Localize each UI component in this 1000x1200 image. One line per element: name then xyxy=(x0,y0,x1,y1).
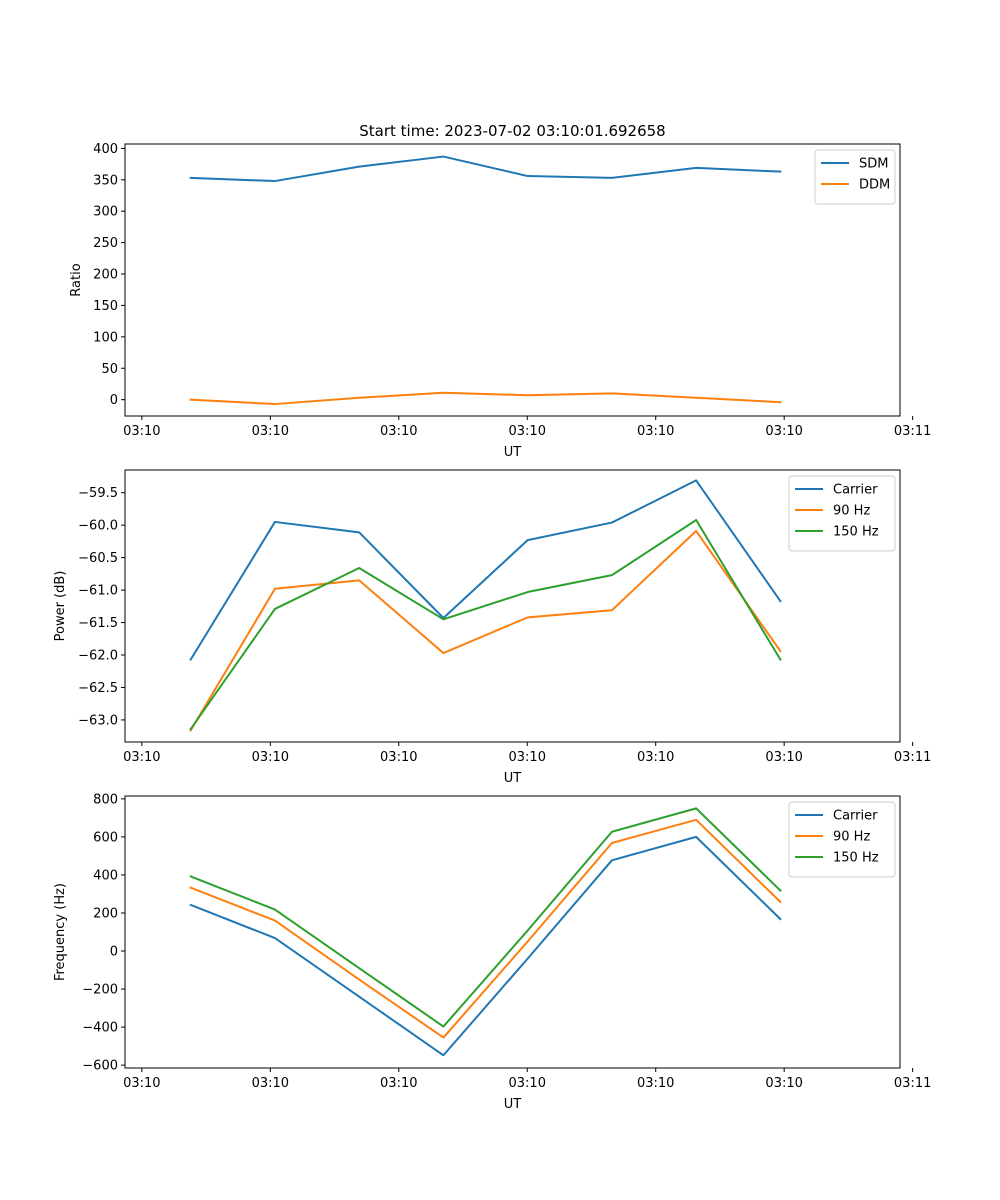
y-tick-label: 250 xyxy=(93,236,118,251)
y-tick-label: 800 xyxy=(93,792,118,807)
x-tick-label: 03:10 xyxy=(380,750,417,765)
legend: SDM DDM xyxy=(814,149,896,205)
y-tick-label: −61.0 xyxy=(78,584,118,599)
x-tick-label: 03:11 xyxy=(894,750,931,765)
x-tick-label: 03:10 xyxy=(509,750,546,765)
y-tick-label: −600 xyxy=(82,1059,118,1074)
x-tick-label: 03:10 xyxy=(380,424,417,439)
x-axis-label: UT xyxy=(504,771,522,786)
axes-frame xyxy=(124,143,901,417)
y-tick-label: −59.5 xyxy=(78,486,118,501)
x-tick-label: 03:10 xyxy=(765,1076,802,1091)
x-tick-label: 03:10 xyxy=(380,1076,417,1091)
legend-label: 90 Hz xyxy=(833,504,870,519)
y-tick-label: −62.5 xyxy=(78,681,118,696)
x-tick-label: 03:10 xyxy=(509,1076,546,1091)
x-tick-label: 03:10 xyxy=(765,750,802,765)
y-tick-label: 200 xyxy=(93,268,118,283)
legend-label: DDM xyxy=(859,178,890,193)
y-tick-label: −62.0 xyxy=(78,649,118,664)
series-line-sdm xyxy=(189,155,782,183)
y-axis-label: Ratio xyxy=(69,263,84,296)
y-tick-label: −63.0 xyxy=(78,713,118,728)
series-line-carrier xyxy=(189,479,782,661)
y-tick-label: 300 xyxy=(93,205,118,220)
chart-panel-3: 03:10 03:10 03:10 03:10 03:10 03:10 03:11 −600 −… xyxy=(53,792,931,1112)
legend: Carrier 90 Hz 150 Hz xyxy=(788,475,896,552)
y-tick-label: 0 xyxy=(110,393,118,408)
legend-label: 90 Hz xyxy=(833,830,870,845)
x-tick-label: 03:10 xyxy=(123,1076,160,1091)
y-axis-label: Power (dB) xyxy=(53,571,68,642)
x-tick-label: 03:10 xyxy=(765,424,802,439)
chart-title: Start time: 2023-07-02 03:10:01.692658 xyxy=(359,122,665,140)
legend-label: 150 Hz xyxy=(833,525,879,540)
x-tick-label: 03:11 xyxy=(894,1076,931,1091)
y-tick-label: 50 xyxy=(101,362,118,377)
x-tick-label: 03:10 xyxy=(637,750,674,765)
series-line-90-hz xyxy=(189,530,782,732)
series-line-150-hz xyxy=(189,518,782,731)
legend-label: SDM xyxy=(859,157,888,172)
x-tick-label: 03:10 xyxy=(252,1076,289,1091)
y-tick-label: 100 xyxy=(93,330,118,345)
x-tick-label: 03:10 xyxy=(637,1076,674,1091)
y-tick-label: −200 xyxy=(82,983,118,998)
legend-label: 150 Hz xyxy=(833,851,879,866)
legend-box xyxy=(788,801,896,878)
chart-panel-2: 03:10 03:10 03:10 03:10 03:10 03:10 03:11 −63.0… xyxy=(53,469,931,786)
y-tick-label: −400 xyxy=(82,1021,118,1036)
series-line-carrier xyxy=(189,835,782,1057)
y-axis-label: Frequency (Hz) xyxy=(53,883,68,981)
x-tick-label: 03:10 xyxy=(637,424,674,439)
y-tick-label: 600 xyxy=(93,830,118,845)
axes-frame xyxy=(124,795,901,1069)
y-tick-label: −60.0 xyxy=(78,519,118,534)
legend-box xyxy=(788,475,896,552)
x-tick-label: 03:10 xyxy=(509,424,546,439)
y-tick-label: 150 xyxy=(93,299,118,314)
x-tick-label: 03:10 xyxy=(123,424,160,439)
legend: Carrier 90 Hz 150 Hz xyxy=(788,801,896,878)
x-tick-label: 03:11 xyxy=(894,424,931,439)
y-tick-label: 200 xyxy=(93,906,118,921)
y-tick-label: 350 xyxy=(93,173,118,188)
x-axis-label: UT xyxy=(504,1097,522,1112)
legend-label: Carrier xyxy=(833,809,878,824)
series-line-ddm xyxy=(189,391,782,406)
series-line-90-hz xyxy=(189,818,782,1039)
y-tick-label: 0 xyxy=(110,945,118,960)
x-axis-label: UT xyxy=(504,445,522,460)
x-tick-label: 03:10 xyxy=(252,424,289,439)
legend-label: Carrier xyxy=(833,483,878,498)
axes-frame xyxy=(124,469,901,743)
y-tick-label: −60.5 xyxy=(78,551,118,566)
y-tick-label: −61.5 xyxy=(78,616,118,631)
y-tick-label: 400 xyxy=(93,142,118,157)
series-line-150-hz xyxy=(189,807,782,1028)
x-tick-label: 03:10 xyxy=(123,750,160,765)
x-tick-label: 03:10 xyxy=(252,750,289,765)
chart-panel-1: Start time: 2023-07-02 03:10:01.69265803… xyxy=(69,122,931,460)
y-tick-label: 400 xyxy=(93,868,118,883)
